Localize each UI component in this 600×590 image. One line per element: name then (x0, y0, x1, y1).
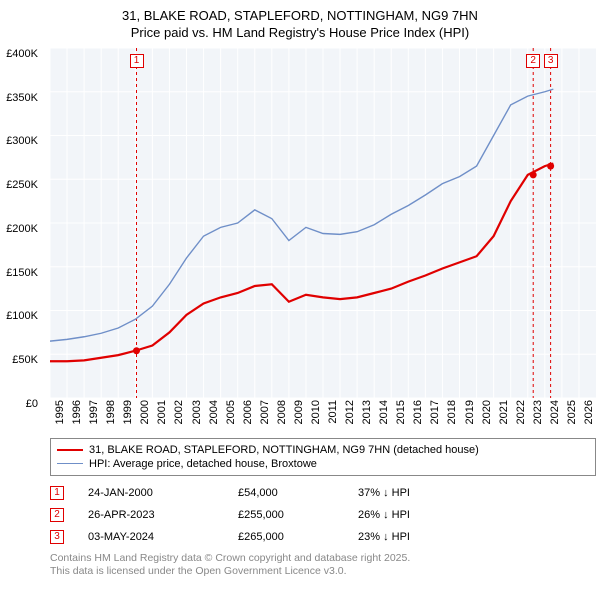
x-tick-label: 2012 (344, 400, 356, 424)
x-tick-label: 2023 (532, 400, 544, 424)
y-tick-label: £200K (6, 223, 38, 235)
y-tick-label: £50K (12, 354, 38, 366)
x-tick-label: 2010 (310, 400, 322, 424)
sale-hpi-diff: 26% ↓ HPI (358, 509, 596, 521)
legend-item: 31, BLAKE ROAD, STAPLEFORD, NOTTINGHAM, … (57, 443, 589, 457)
x-tick-label: 2004 (208, 400, 220, 424)
x-tick-label: 2013 (361, 400, 373, 424)
sale-row-marker: 3 (50, 530, 64, 544)
sale-marker-2: 2 (526, 54, 540, 68)
sale-price: £255,000 (238, 509, 358, 521)
x-tick-label: 1996 (71, 400, 83, 424)
sale-hpi-diff: 37% ↓ HPI (358, 487, 596, 499)
x-tick-label: 2016 (412, 400, 424, 424)
x-tick-label: 2009 (293, 400, 305, 424)
sale-price: £54,000 (238, 487, 358, 499)
legend: 31, BLAKE ROAD, STAPLEFORD, NOTTINGHAM, … (50, 438, 596, 476)
y-tick-label: £400K (6, 48, 38, 60)
x-tick-label: 2011 (327, 400, 339, 424)
x-tick-label: 1999 (122, 400, 134, 424)
legend-label: HPI: Average price, detached house, Brox… (89, 458, 317, 470)
x-tick-label: 2006 (242, 400, 254, 424)
x-tick-label: 1998 (105, 400, 117, 424)
x-tick-label: 2014 (378, 400, 390, 424)
x-tick-label: 2025 (566, 400, 578, 424)
sale-date: 26-APR-2023 (88, 509, 238, 521)
sale-marker-1: 1 (130, 54, 144, 68)
x-tick-label: 2021 (498, 400, 510, 424)
y-tick-label: £350K (6, 92, 38, 104)
x-tick-label: 1995 (54, 400, 66, 424)
y-tick-label: £250K (6, 179, 38, 191)
x-tick-label: 2005 (225, 400, 237, 424)
x-tick-label: 2018 (446, 400, 458, 424)
x-tick-label: 2019 (464, 400, 476, 424)
y-tick-label: £100K (6, 310, 38, 322)
legend-swatch (57, 449, 83, 451)
x-tick-label: 2015 (395, 400, 407, 424)
x-tick-label: 2000 (139, 400, 151, 424)
footer-line-2: This data is licensed under the Open Gov… (50, 565, 596, 579)
x-tick-label: 2026 (583, 400, 595, 424)
x-tick-label: 2020 (481, 400, 493, 424)
x-tick-label: 2022 (515, 400, 527, 424)
x-axis-ticks: 1995 1996 1997 1998 1999 2000 2001 2002 2003 2004… (50, 398, 596, 436)
y-tick-label: £150K (6, 267, 38, 279)
attribution-footer: Contains HM Land Registry data © Crown c… (50, 552, 596, 579)
sale-row: 3 03-MAY-2024 £265,000 23% ↓ HPI (50, 526, 596, 548)
sale-date: 24-JAN-2000 (88, 487, 238, 499)
sale-row-marker: 2 (50, 508, 64, 522)
x-tick-label: 1997 (88, 400, 100, 424)
x-tick-label: 2003 (191, 400, 203, 424)
legend-label: 31, BLAKE ROAD, STAPLEFORD, NOTTINGHAM, … (89, 444, 479, 456)
x-tick-label: 2007 (259, 400, 271, 424)
legend-item: HPI: Average price, detached house, Brox… (57, 457, 589, 471)
sale-row: 1 24-JAN-2000 £54,000 37% ↓ HPI (50, 482, 596, 504)
sale-marker-3: 3 (544, 54, 558, 68)
sale-price: £265,000 (238, 531, 358, 543)
sales-table: 1 24-JAN-2000 £54,000 37% ↓ HPI 2 26-APR… (50, 482, 596, 548)
title-line-2: Price paid vs. HM Land Registry's House … (10, 25, 590, 42)
x-tick-label: 2002 (173, 400, 185, 424)
chart-container: 31, BLAKE ROAD, STAPLEFORD, NOTTINGHAM, … (0, 0, 600, 583)
y-tick-label: £300K (6, 135, 38, 147)
footer-line-1: Contains HM Land Registry data © Crown c… (50, 552, 596, 566)
y-tick-label: £0 (26, 398, 38, 410)
sale-row-marker: 1 (50, 486, 64, 500)
sale-date: 03-MAY-2024 (88, 531, 238, 543)
plot-area: 1 23 (50, 48, 596, 398)
x-tick-label: 2017 (429, 400, 441, 424)
title-line-1: 31, BLAKE ROAD, STAPLEFORD, NOTTINGHAM, … (10, 8, 590, 25)
chart-title: 31, BLAKE ROAD, STAPLEFORD, NOTTINGHAM, … (10, 8, 590, 42)
sale-hpi-diff: 23% ↓ HPI (358, 531, 596, 543)
sale-row: 2 26-APR-2023 £255,000 26% ↓ HPI (50, 504, 596, 526)
x-tick-label: 2008 (276, 400, 288, 424)
legend-swatch (57, 463, 83, 464)
x-tick-label: 2001 (156, 400, 168, 424)
x-tick-label: 2024 (549, 400, 561, 424)
